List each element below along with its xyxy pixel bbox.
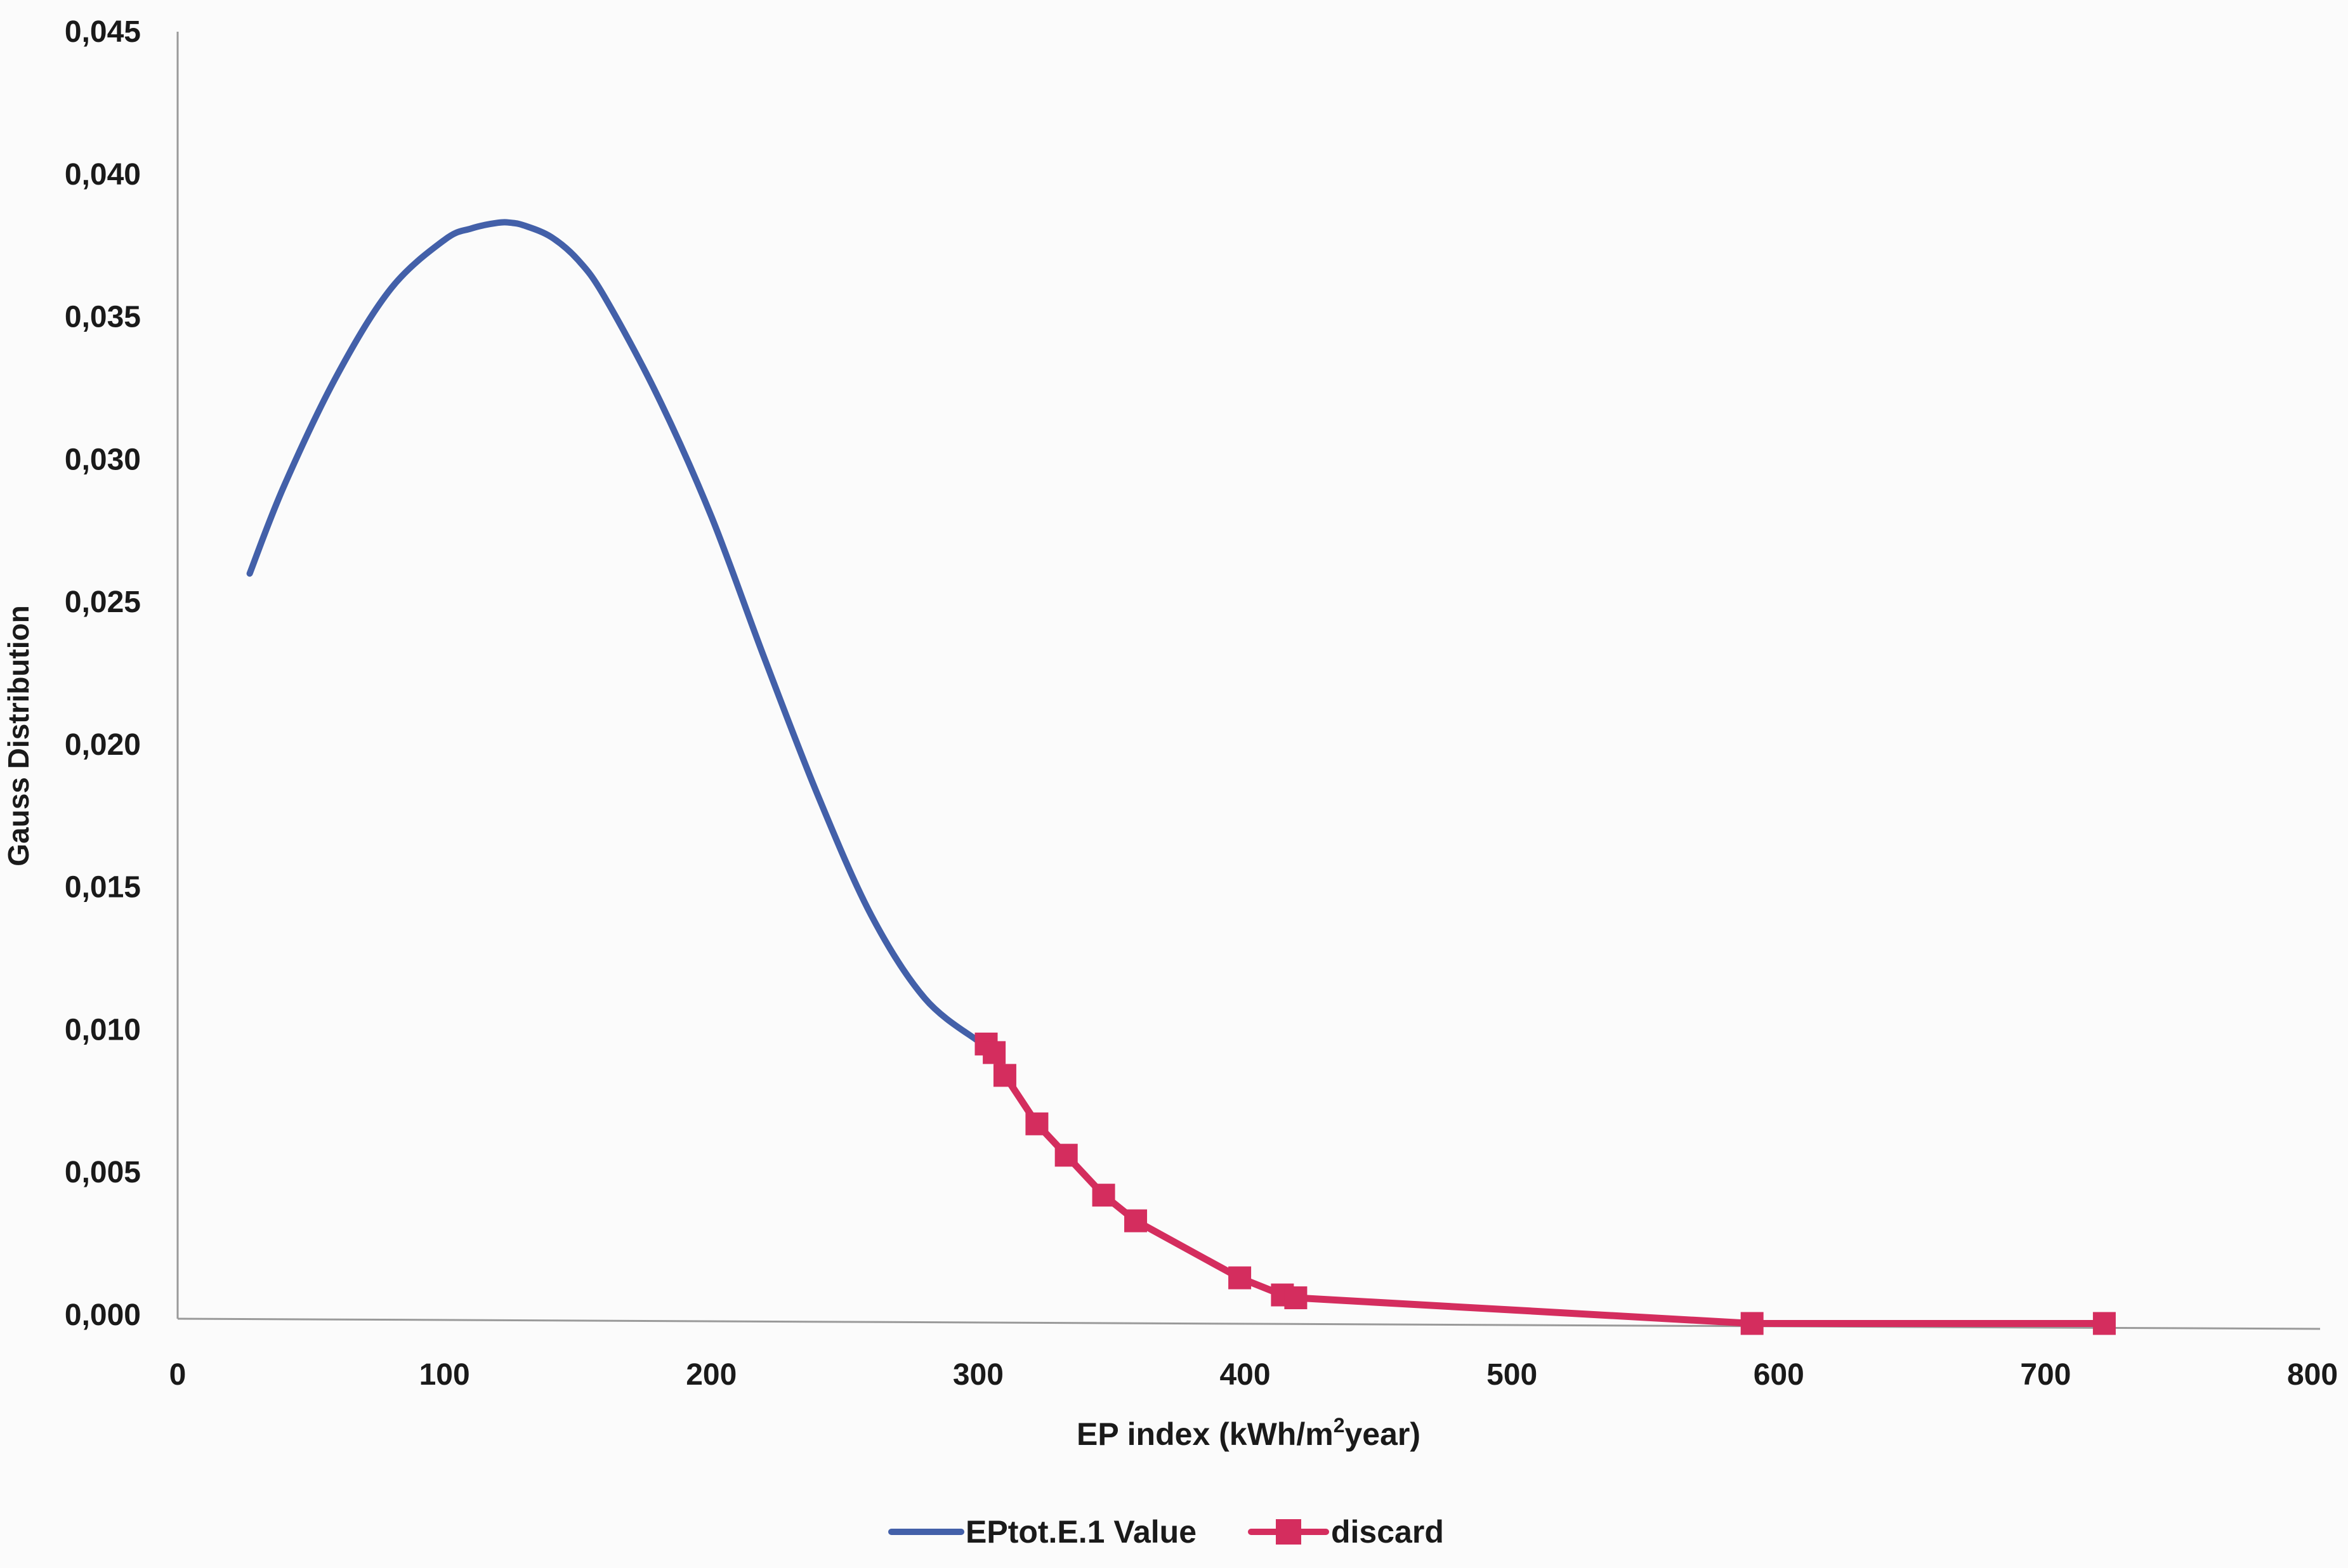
data-point-discard	[1025, 1112, 1049, 1135]
y-tick-label: 0,025	[65, 585, 141, 619]
x-axis-line	[177, 1317, 2321, 1330]
data-point-discard	[2092, 1312, 2116, 1335]
legend-marker-discard	[1276, 1519, 1301, 1545]
x-tick-label: 800	[2287, 1358, 2338, 1392]
data-point-discard	[983, 1041, 1006, 1064]
x-tick-label: 0	[169, 1358, 187, 1392]
y-axis-label: Gauss Distribution	[2, 605, 35, 866]
axes	[176, 32, 2321, 1330]
x-axis-label-superscript: 2	[1334, 1414, 1345, 1437]
x-tick-label: 700	[2020, 1358, 2071, 1392]
series-line-eptot	[246, 219, 981, 1045]
x-tick-label: 200	[686, 1358, 737, 1392]
data-point-discard	[1284, 1286, 1308, 1310]
data-point-discard	[993, 1064, 1016, 1087]
data-point-discard	[1740, 1312, 1764, 1335]
y-tick-label: 0,015	[65, 871, 141, 905]
tick-labels: 0,000 0,005 0,010 0,015 0,020 0,025 0,030 0,035…	[65, 15, 2338, 1392]
series	[246, 219, 2116, 1335]
y-tick-label: 0,045	[65, 15, 141, 49]
x-axis-label-main: EP index (kWh/m	[1077, 1416, 1334, 1452]
y-tick-label: 0,030	[65, 443, 141, 476]
data-point-discard	[1228, 1266, 1252, 1290]
x-tick-label: 600	[1754, 1358, 1804, 1392]
y-tick-label: 0,010	[65, 1013, 141, 1047]
legend-label-eptot: EPtot.E.1 Value	[966, 1514, 1197, 1550]
y-tick-label: 0,035	[65, 301, 141, 334]
legend: EPtot.E.1 Value discard	[888, 1514, 1444, 1550]
x-tick-label: 400	[1219, 1358, 1270, 1392]
x-tick-label: 300	[953, 1358, 1004, 1392]
y-tick-label: 0,020	[65, 728, 141, 762]
data-point-discard	[1092, 1184, 1115, 1207]
data-point-discard	[1124, 1209, 1148, 1232]
x-tick-label: 100	[419, 1358, 470, 1392]
x-axis-label: EP index (kWh/m2year)	[1077, 1414, 1420, 1452]
y-tick-label: 0,005	[65, 1156, 141, 1189]
y-tick-label: 0,040	[65, 158, 141, 192]
data-point-discard	[1054, 1144, 1078, 1167]
y-tick-label: 0,000	[65, 1298, 141, 1332]
x-axis-label-unit: year)	[1344, 1416, 1420, 1452]
x-tick-label: 500	[1486, 1358, 1537, 1392]
legend-label-discard: discard	[1331, 1514, 1444, 1550]
